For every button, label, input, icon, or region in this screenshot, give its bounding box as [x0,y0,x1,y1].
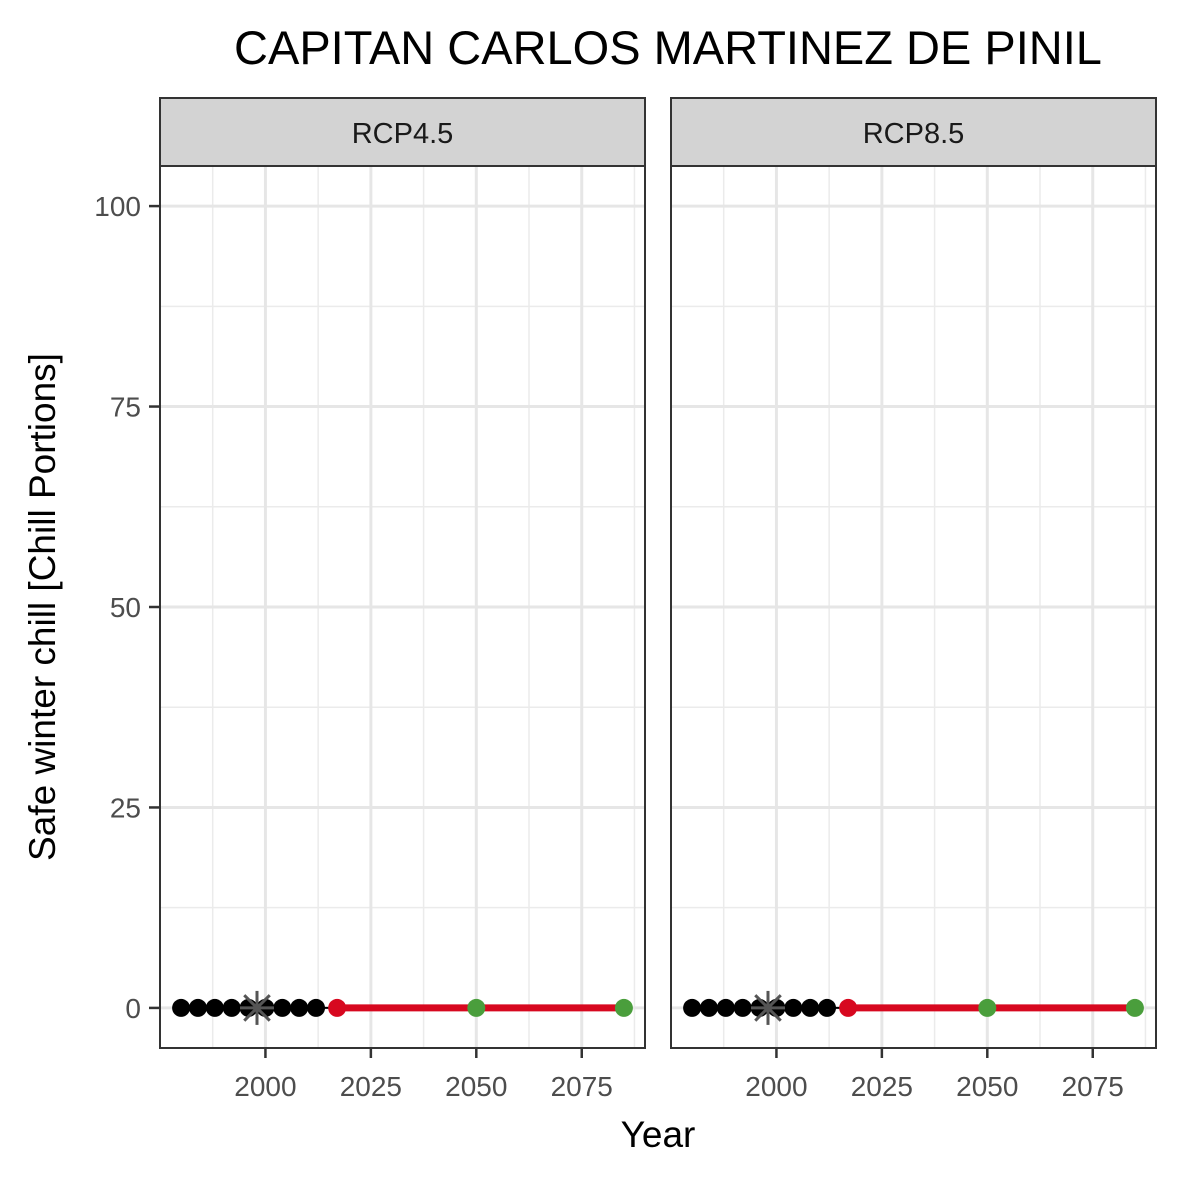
facet-panel-rcp85: RCP8.5 2000 2025 2050 2075 [670,97,1157,1102]
x-tick-label: 2025 [340,1071,402,1102]
historic-point [273,998,292,1017]
historic-point [784,998,803,1017]
historic-point [290,998,309,1017]
x-tick-label: 2075 [551,1071,613,1102]
facet-strip-label: RCP4.5 [352,118,454,150]
historic-point [205,998,224,1017]
historic-point [801,998,820,1017]
historic-point [172,998,191,1017]
facet-strip-label: RCP8.5 [863,118,965,150]
past-scenario-marker [751,990,785,1025]
historic-point [188,998,207,1017]
y-tick-label: 75 [110,392,141,423]
y-tick-label: 25 [110,792,141,823]
chart-title: CAPITAN CARLOS MARTINEZ DE PINIL [234,21,1102,74]
x-axis-label: Year [621,1114,696,1155]
future-point [978,998,997,1017]
historic-point [307,998,326,1017]
x-tick-label: 2025 [851,1071,913,1102]
x-tick-label: 2000 [234,1071,296,1102]
y-tick-label: 50 [110,592,141,623]
historic-point [222,998,241,1017]
historic-point [683,998,702,1017]
facet-strip [159,97,646,167]
y-tick-label: 100 [94,191,141,222]
x-tick-label: 2075 [1062,1071,1124,1102]
y-tick-label: 0 [125,993,141,1024]
x-tick-label: 2050 [956,1071,1018,1102]
future-point [467,998,486,1017]
current-point [839,998,858,1017]
historic-point [716,998,735,1017]
historic-point [818,998,837,1017]
panel-border [670,165,1157,1049]
panel-border [159,165,646,1049]
y-axis-label: Safe winter chill [Chill Portions] [22,353,63,861]
future-point [614,998,633,1017]
future-point [1125,998,1144,1017]
historic-point [733,998,752,1017]
x-tick-label: 2000 [745,1071,807,1102]
current-point [328,998,347,1017]
historic-point [699,998,718,1017]
x-tick-label: 2050 [445,1071,507,1102]
past-scenario-marker [240,990,274,1025]
facet-strip [670,97,1157,167]
facet-panel-rcp45: RCP4.5 2000 2025 2050 2075 [159,97,646,1102]
